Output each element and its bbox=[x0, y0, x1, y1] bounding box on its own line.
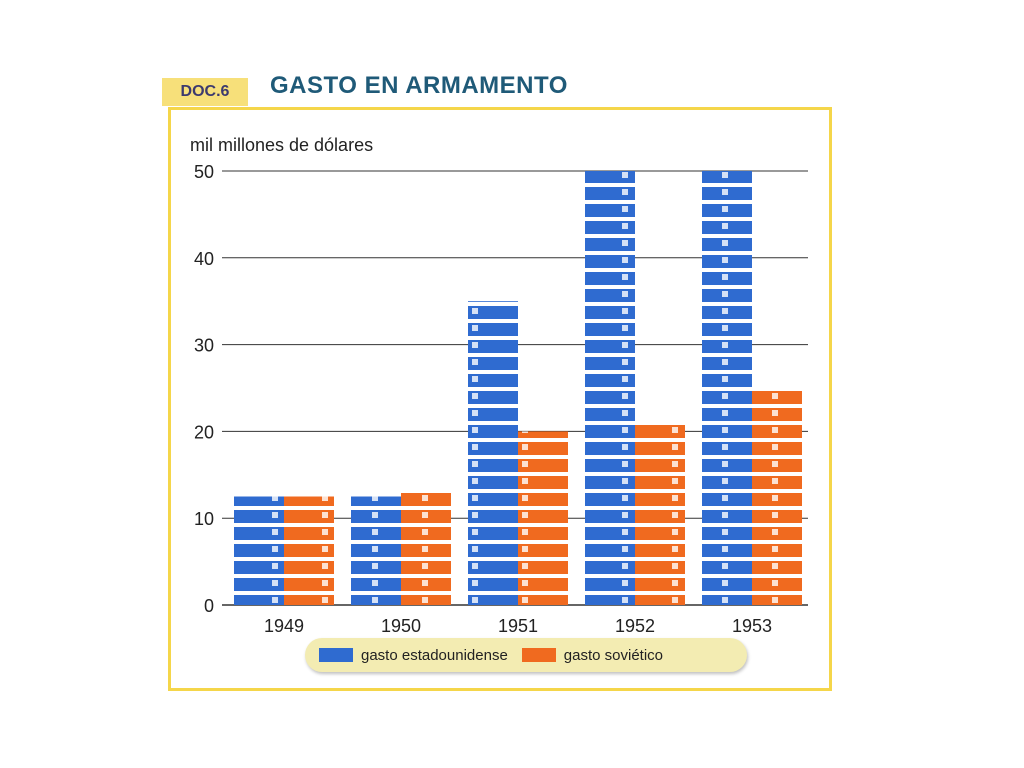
bar-us-1952 bbox=[585, 171, 635, 605]
legend-swatch-us bbox=[319, 648, 353, 662]
bar-ussr-1951 bbox=[518, 431, 568, 605]
y-tick-label: 50 bbox=[194, 162, 214, 182]
doc-badge: DOC.6 bbox=[162, 78, 248, 106]
page-title: GASTO EN ARMAMENTO bbox=[270, 72, 568, 99]
legend-item-us: gasto estadounidense bbox=[319, 647, 508, 664]
y-tick-label: 30 bbox=[194, 336, 214, 356]
legend-label-ussr: gasto soviético bbox=[563, 646, 664, 664]
y-tick-label: 10 bbox=[194, 509, 214, 529]
legend-item-ussr: gasto soviético bbox=[521, 646, 664, 664]
bar-ussr-1953 bbox=[752, 388, 802, 605]
bar-ussr-1950 bbox=[401, 492, 451, 605]
legend-swatch-ussr bbox=[521, 648, 556, 662]
y-axis-label: mil millones de dólares bbox=[190, 135, 373, 155]
x-tick-label: 1950 bbox=[381, 616, 421, 636]
y-tick-label: 40 bbox=[194, 249, 214, 269]
x-tick-label: 1952 bbox=[615, 616, 655, 636]
legend: gasto estadounidense gasto soviético bbox=[305, 638, 747, 672]
chart-frame bbox=[168, 107, 832, 691]
legend-label-us: gasto estadounidense bbox=[361, 646, 508, 664]
y-tick-label: 0 bbox=[204, 596, 214, 616]
bar-us-1949 bbox=[234, 496, 284, 605]
x-tick-label: 1951 bbox=[498, 616, 538, 636]
bar-ussr-1952 bbox=[635, 422, 685, 605]
bar-us-1950 bbox=[351, 496, 401, 605]
bar-us-1953 bbox=[702, 171, 752, 605]
x-tick-label: 1949 bbox=[264, 616, 304, 636]
bar-us-1951 bbox=[468, 301, 518, 605]
bar-ussr-1949 bbox=[284, 496, 334, 605]
x-tick-label: 1953 bbox=[732, 616, 772, 636]
y-tick-label: 20 bbox=[194, 422, 214, 442]
